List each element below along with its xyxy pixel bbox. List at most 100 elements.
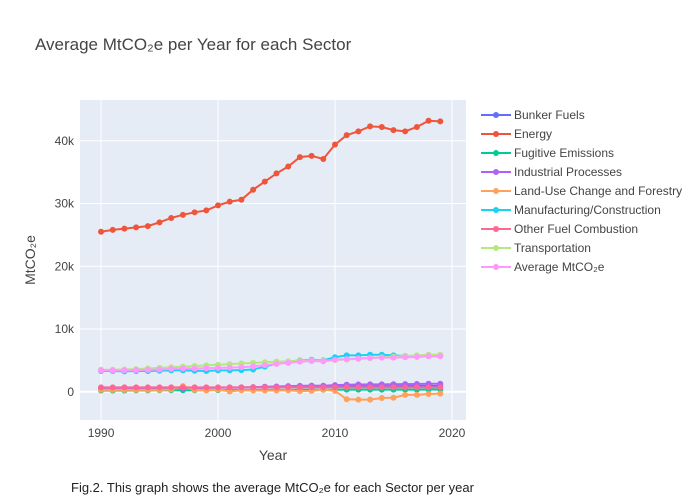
legend-item[interactable]: Energy (481, 127, 552, 141)
plot-background (80, 100, 466, 420)
data-point (425, 117, 432, 124)
data-point (273, 170, 280, 177)
data-point (390, 127, 397, 134)
data-point (437, 353, 444, 360)
legend-marker (493, 150, 499, 156)
data-point (98, 384, 105, 391)
data-point (296, 154, 303, 161)
data-point (261, 384, 268, 391)
data-point (179, 365, 186, 372)
data-point (355, 355, 362, 362)
data-point (203, 207, 210, 214)
legend-marker (493, 207, 499, 213)
data-point (320, 155, 327, 162)
data-point (250, 384, 257, 391)
legend-item[interactable]: Fugitive Emissions (481, 146, 614, 160)
series-8 (98, 353, 444, 374)
y-tick-label: 30k (55, 197, 75, 211)
x-axis-ticks: 1990 2000 2010 2020 (88, 426, 466, 440)
data-point (261, 362, 268, 369)
legend-item[interactable]: Other Fuel Combustion (481, 222, 638, 236)
legend-label: Bunker Fuels (514, 108, 585, 122)
data-point (133, 384, 140, 391)
data-point (133, 224, 140, 231)
chart-title: Average MtCO₂e per Year for each Sector (35, 35, 352, 54)
data-point (191, 365, 198, 372)
legend-label: Manufacturing/Construction (514, 203, 661, 217)
data-point (378, 384, 385, 391)
data-point (402, 384, 409, 391)
data-point (144, 366, 151, 373)
data-point (238, 384, 245, 391)
data-point (296, 358, 303, 365)
data-point (437, 390, 444, 397)
data-point (285, 359, 292, 366)
data-point (343, 396, 350, 403)
legend-item[interactable]: Industrial Processes (481, 165, 622, 179)
data-point (203, 384, 210, 391)
data-point (413, 384, 420, 391)
data-point (437, 118, 444, 125)
data-point (238, 196, 245, 203)
data-point (226, 198, 233, 205)
data-point (203, 365, 210, 372)
data-point (343, 384, 350, 391)
data-point (413, 123, 420, 130)
x-axis-title: Year (259, 447, 288, 463)
data-point (331, 141, 338, 148)
data-point (121, 367, 128, 374)
data-point (250, 363, 257, 370)
data-point (413, 391, 420, 398)
y-tick-label: 10k (55, 322, 75, 336)
data-point (156, 366, 163, 373)
legend-item[interactable]: Bunker Fuels (481, 108, 585, 122)
data-point (98, 228, 105, 235)
legend: Bunker Fuels Energy Fugitive Emissions Indu… (481, 108, 682, 274)
data-point (378, 395, 385, 402)
data-point (343, 132, 350, 139)
legend-label: Average MtCO₂e (514, 260, 605, 274)
data-point (226, 384, 233, 391)
data-point (109, 384, 116, 391)
data-point (168, 365, 175, 372)
data-point (378, 354, 385, 361)
legend-marker (493, 112, 499, 118)
data-point (331, 384, 338, 391)
data-point (215, 364, 222, 371)
legend-item[interactable]: Manufacturing/Construction (481, 203, 661, 217)
data-point (156, 384, 163, 391)
series-1 (98, 117, 444, 235)
legend-item[interactable]: Average MtCO₂e (481, 260, 605, 274)
data-point (367, 354, 374, 361)
legend-label: Energy (514, 127, 552, 141)
legend-marker (493, 169, 499, 175)
data-point (191, 384, 198, 391)
data-point (109, 226, 116, 233)
data-point (425, 353, 432, 360)
x-tick-label: 2000 (205, 426, 232, 440)
legend-item[interactable]: Transportation (481, 241, 591, 255)
data-point (168, 214, 175, 221)
data-point (413, 353, 420, 360)
data-point (238, 364, 245, 371)
data-point (390, 394, 397, 401)
figure-caption: Fig.2. This graph shows the average MtCO… (71, 480, 475, 495)
data-point (320, 358, 327, 365)
x-tick-label: 1990 (88, 426, 115, 440)
data-point (179, 211, 186, 218)
data-point (250, 186, 257, 193)
y-tick-label: 20k (55, 259, 75, 273)
data-point (121, 225, 128, 232)
data-point (390, 384, 397, 391)
data-point (320, 384, 327, 391)
data-point (144, 223, 151, 230)
data-point (121, 384, 128, 391)
x-tick-label: 2010 (322, 426, 349, 440)
data-point (355, 384, 362, 391)
data-point (308, 152, 315, 159)
data-point (98, 367, 105, 374)
data-point (191, 209, 198, 216)
y-axis-title: MtCO₂e (22, 235, 38, 285)
data-point (331, 356, 338, 363)
legend-item[interactable]: Land-Use Change and Forestry (481, 184, 682, 198)
